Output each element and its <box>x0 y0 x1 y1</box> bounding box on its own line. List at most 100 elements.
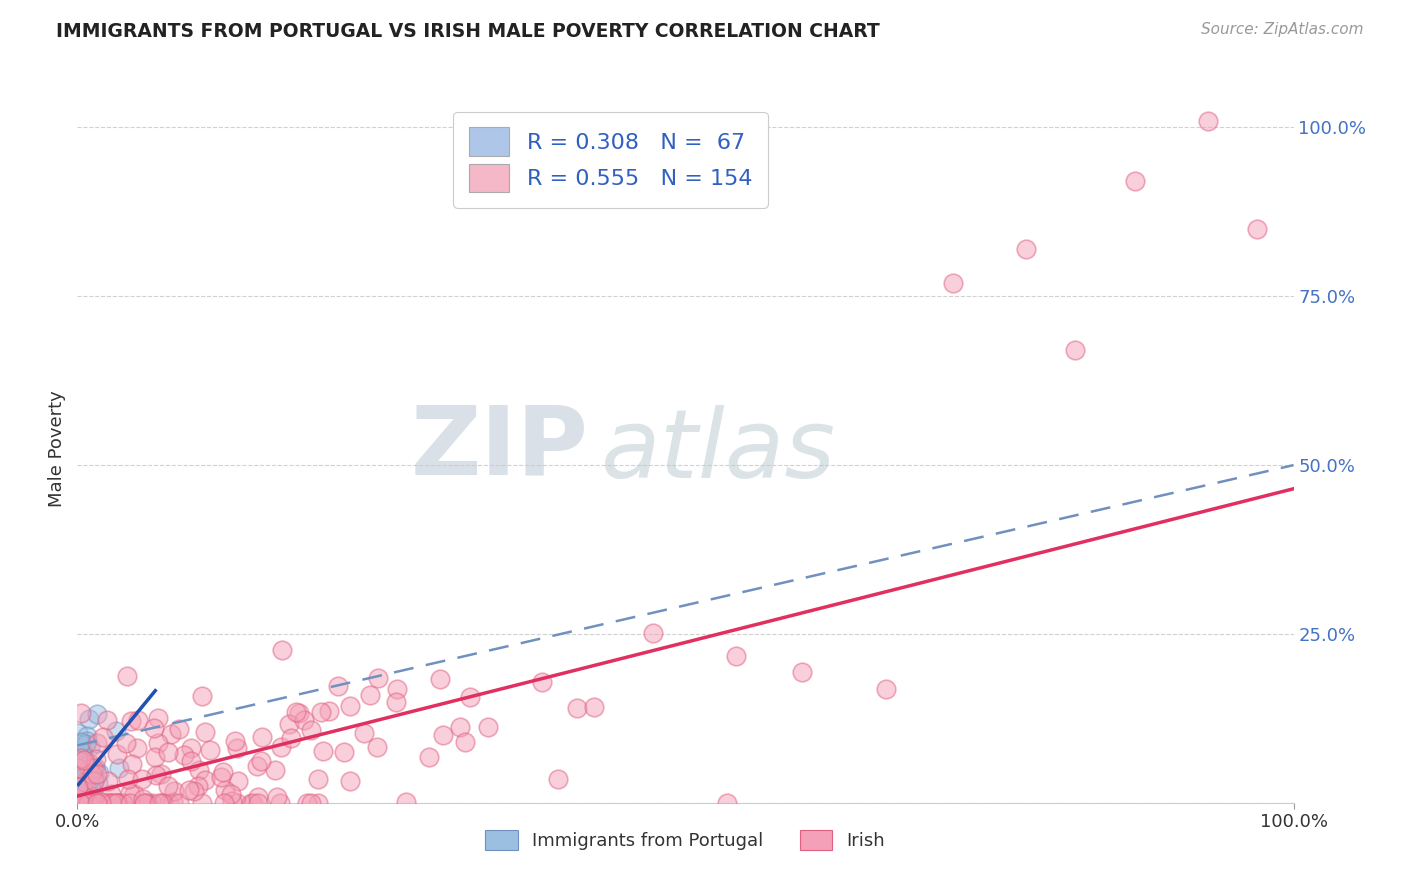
Point <box>246 759 269 773</box>
Point <box>225 796 247 810</box>
Point <box>67 753 90 767</box>
Point <box>76 733 98 747</box>
Point <box>69 775 91 789</box>
Point <box>79 796 101 810</box>
Point <box>70 796 93 810</box>
Point <box>247 789 270 804</box>
Point <box>70 735 93 749</box>
Point <box>454 734 477 748</box>
Point <box>70 795 93 809</box>
Point <box>280 731 302 745</box>
Point <box>105 796 128 810</box>
Point <box>716 796 738 810</box>
Point <box>127 713 149 727</box>
Point <box>70 796 93 810</box>
Point <box>221 794 243 808</box>
Point <box>366 740 388 755</box>
Point <box>67 761 90 775</box>
Point <box>70 779 93 793</box>
Point <box>301 796 323 810</box>
Point <box>270 740 292 755</box>
Point <box>191 690 214 704</box>
Point <box>83 796 105 810</box>
Point <box>73 796 96 810</box>
Text: atlas: atlas <box>600 405 835 499</box>
Point <box>135 796 157 810</box>
Point <box>73 796 96 810</box>
Point <box>359 688 381 702</box>
Point <box>339 773 361 788</box>
Point <box>209 770 232 784</box>
Point <box>226 741 249 756</box>
Point <box>152 796 174 810</box>
Point <box>86 767 108 781</box>
Point <box>312 743 335 757</box>
Point <box>318 704 340 718</box>
Point <box>77 773 100 788</box>
Point <box>458 690 481 705</box>
Point <box>1197 113 1219 128</box>
Point <box>567 701 589 715</box>
Point <box>177 783 200 797</box>
Point <box>104 796 127 810</box>
Point <box>277 717 299 731</box>
Point <box>86 752 108 766</box>
Point <box>67 796 90 810</box>
Point <box>72 770 94 784</box>
Point <box>104 724 127 739</box>
Point <box>141 796 163 810</box>
Point <box>269 796 291 810</box>
Point <box>1015 242 1038 256</box>
Point <box>73 783 96 797</box>
Point <box>67 788 90 802</box>
Point <box>84 796 107 810</box>
Point <box>84 760 107 774</box>
Point <box>73 753 96 767</box>
Point <box>449 720 471 734</box>
Point <box>135 796 157 810</box>
Point <box>198 743 221 757</box>
Point <box>79 756 101 771</box>
Point <box>118 796 141 810</box>
Point <box>66 726 89 740</box>
Point <box>70 750 93 764</box>
Point <box>264 764 287 778</box>
Point <box>73 785 96 799</box>
Point <box>157 745 180 759</box>
Point <box>80 796 103 810</box>
Point <box>70 766 93 780</box>
Point <box>67 753 90 767</box>
Point <box>93 796 115 810</box>
Point <box>385 695 408 709</box>
Point <box>73 786 96 800</box>
Point <box>1246 221 1268 235</box>
Legend: Immigrants from Portugal, Irish: Immigrants from Portugal, Irish <box>478 823 893 857</box>
Point <box>118 787 141 801</box>
Point <box>295 796 318 810</box>
Text: IMMIGRANTS FROM PORTUGAL VS IRISH MALE POVERTY CORRELATION CHART: IMMIGRANTS FROM PORTUGAL VS IRISH MALE P… <box>56 22 880 41</box>
Point <box>77 796 100 810</box>
Point <box>212 796 235 810</box>
Point <box>73 796 96 810</box>
Point <box>80 796 103 810</box>
Point <box>67 794 90 808</box>
Point <box>97 773 120 788</box>
Point <box>131 772 153 786</box>
Point <box>76 796 98 810</box>
Point <box>122 788 145 802</box>
Point <box>247 796 270 810</box>
Point <box>583 699 606 714</box>
Point <box>79 796 101 810</box>
Point <box>328 679 350 693</box>
Point <box>132 792 155 806</box>
Point <box>105 796 128 810</box>
Point <box>167 796 190 810</box>
Point <box>299 723 322 737</box>
Point <box>86 776 108 790</box>
Point <box>76 729 98 743</box>
Point <box>79 761 101 775</box>
Point <box>73 796 96 810</box>
Point <box>240 796 263 810</box>
Text: ZIP: ZIP <box>411 401 588 495</box>
Point <box>307 796 329 810</box>
